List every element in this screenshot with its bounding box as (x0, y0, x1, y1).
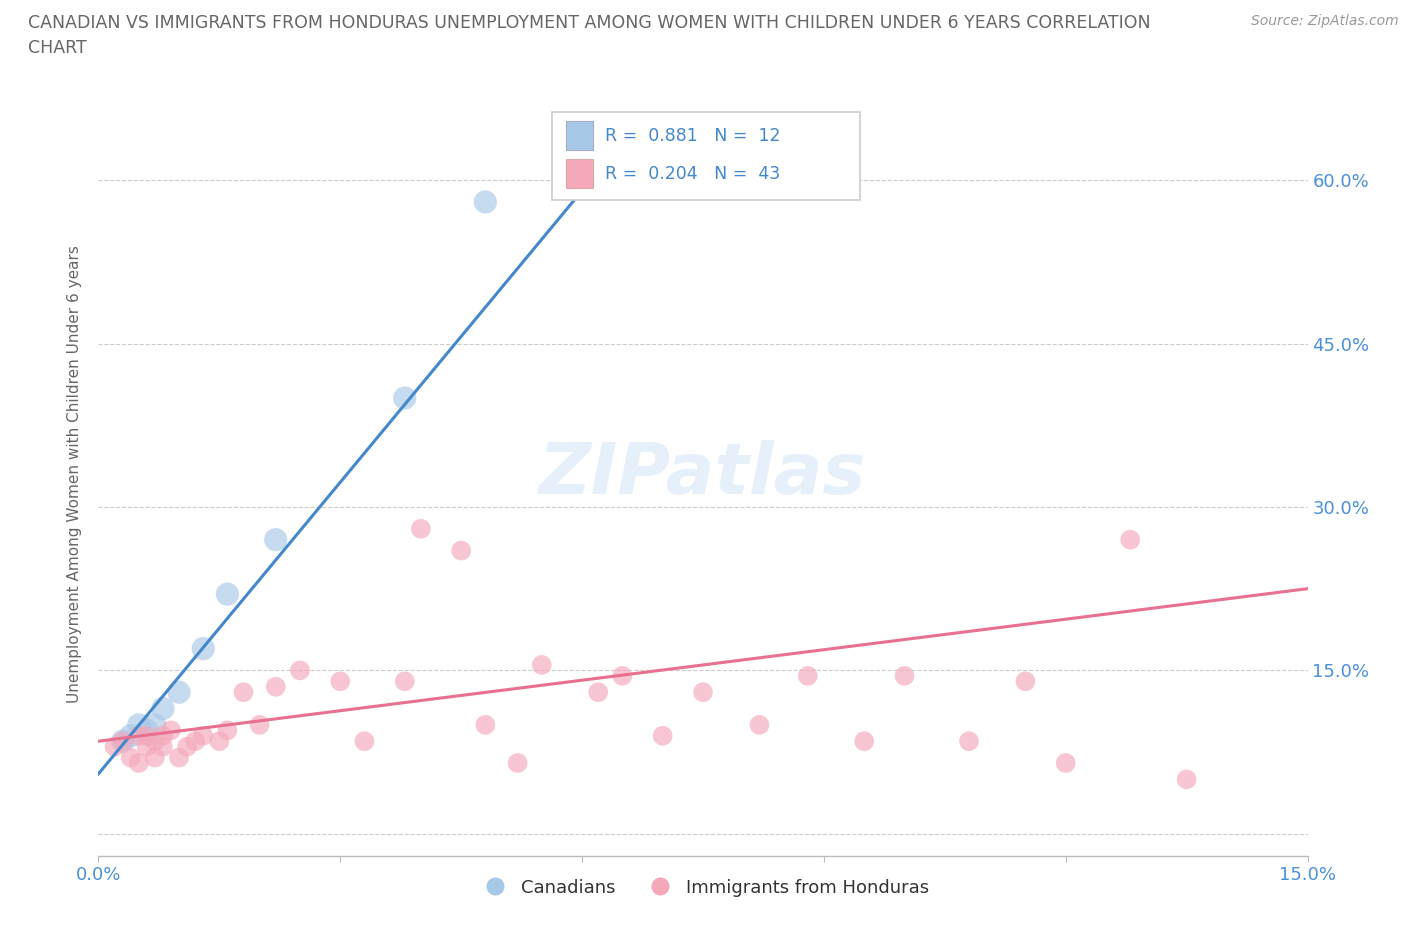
Point (152, 701, 174, 716)
Text: ZIPatlas: ZIPatlas (540, 440, 866, 509)
Point (612, 669, 634, 684)
Point (217, 723, 239, 737)
Point (329, 674, 352, 689)
Point (193, 641, 215, 656)
Point (394, 674, 416, 689)
Point (893, 669, 915, 684)
Point (160, 723, 183, 737)
Point (152, 728, 174, 743)
Point (506, 755, 529, 770)
FancyBboxPatch shape (551, 113, 860, 200)
Point (1014, 674, 1036, 689)
Point (957, 734, 980, 749)
Point (853, 734, 876, 749)
Point (797, 669, 820, 684)
Text: CANADIAN VS IMMIGRANTS FROM HONDURAS UNEMPLOYMENT AMONG WOMEN WITH CHILDREN UNDE: CANADIAN VS IMMIGRANTS FROM HONDURAS UNE… (28, 14, 1150, 32)
Point (120, 728, 142, 743)
Point (103, 739, 125, 754)
Point (474, 194, 496, 209)
Point (353, 734, 375, 749)
Y-axis label: Unemployment Among Women with Children Under 6 years: Unemployment Among Women with Children U… (67, 246, 83, 703)
Point (143, 734, 166, 749)
Point (394, 391, 416, 405)
Point (264, 679, 287, 694)
Text: CHART: CHART (28, 39, 87, 57)
Point (692, 684, 714, 699)
Point (128, 728, 150, 743)
Point (217, 587, 239, 602)
Point (120, 751, 142, 765)
Point (111, 734, 134, 749)
Point (1054, 755, 1077, 770)
Point (111, 734, 134, 749)
Point (748, 717, 770, 732)
Point (143, 717, 166, 732)
Point (208, 734, 231, 749)
Point (135, 739, 157, 754)
Point (409, 522, 432, 537)
Text: R =  0.204   N =  43: R = 0.204 N = 43 (605, 165, 780, 183)
Legend: Canadians, Immigrants from Honduras: Canadians, Immigrants from Honduras (470, 871, 936, 904)
Point (1119, 532, 1142, 547)
Text: Source: ZipAtlas.com: Source: ZipAtlas.com (1251, 14, 1399, 28)
Point (167, 751, 190, 765)
Point (135, 723, 157, 737)
Point (651, 728, 673, 743)
Text: R =  0.881   N =  12: R = 0.881 N = 12 (605, 126, 780, 145)
Point (128, 755, 150, 770)
Bar (567, 121, 593, 151)
Point (288, 663, 311, 678)
Point (135, 728, 157, 743)
Point (264, 532, 287, 547)
Point (193, 728, 215, 743)
Bar (567, 159, 593, 189)
Point (176, 739, 198, 754)
Point (184, 734, 207, 749)
Point (1175, 772, 1198, 787)
Point (450, 543, 472, 558)
Point (143, 751, 166, 765)
Point (167, 684, 190, 699)
Point (249, 717, 271, 732)
Point (586, 684, 609, 699)
Point (128, 717, 150, 732)
Point (530, 658, 553, 672)
Point (474, 717, 496, 732)
Point (232, 684, 254, 699)
Point (152, 739, 174, 754)
